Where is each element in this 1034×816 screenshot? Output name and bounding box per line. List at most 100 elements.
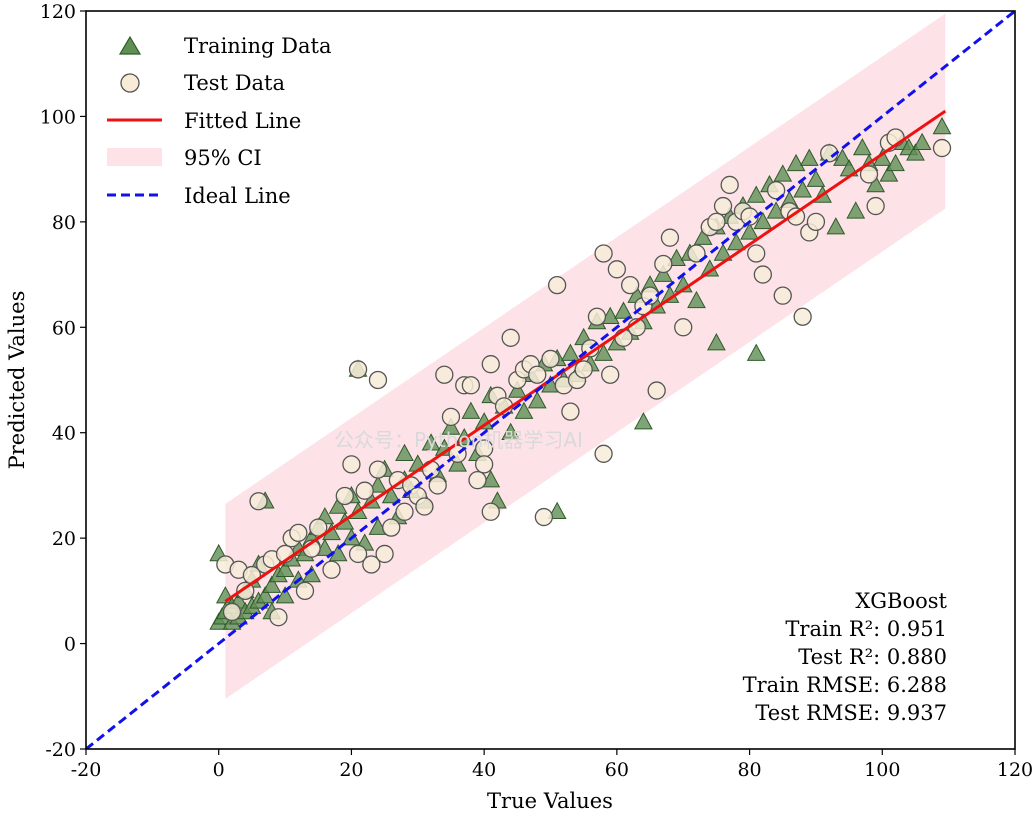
test-point bbox=[753, 265, 772, 284]
y-tick-label: 0 bbox=[64, 634, 76, 656]
test-point bbox=[561, 402, 580, 421]
training-point bbox=[434, 438, 454, 456]
test-point bbox=[222, 602, 242, 622]
training-point bbox=[275, 586, 295, 604]
y-axis-label: Predicted Values bbox=[5, 291, 29, 470]
training-point bbox=[561, 343, 580, 361]
test-point bbox=[786, 207, 806, 226]
test-point bbox=[382, 518, 401, 537]
test-point bbox=[720, 175, 739, 195]
training-point bbox=[634, 412, 653, 430]
training-point bbox=[381, 485, 401, 504]
test-point bbox=[348, 360, 368, 379]
training-point bbox=[753, 211, 773, 230]
test-point bbox=[793, 307, 812, 326]
training-point bbox=[328, 496, 348, 514]
x-tick-label: 0 bbox=[213, 759, 225, 781]
training-point bbox=[826, 217, 846, 235]
training-point bbox=[262, 575, 282, 593]
training-point bbox=[773, 164, 793, 182]
test-point bbox=[528, 365, 547, 384]
test-point bbox=[395, 502, 414, 521]
x-tick-label: -20 bbox=[71, 759, 102, 781]
legend-training-marker-icon bbox=[118, 35, 142, 55]
test-point bbox=[501, 328, 520, 347]
test-point bbox=[859, 165, 879, 184]
test-point bbox=[607, 260, 627, 279]
legend-training-label: Training Data bbox=[184, 34, 331, 58]
test-point bbox=[674, 318, 693, 337]
training-point bbox=[501, 422, 521, 440]
test-point bbox=[481, 502, 500, 521]
y-tick-label: -20 bbox=[45, 739, 76, 761]
training-point bbox=[693, 227, 713, 245]
test-point bbox=[687, 244, 706, 263]
training-point bbox=[441, 417, 461, 435]
training-point bbox=[866, 174, 886, 193]
test-point bbox=[269, 608, 288, 627]
y-tick-label: 20 bbox=[52, 528, 76, 550]
test-point bbox=[574, 360, 593, 379]
training-point bbox=[547, 501, 567, 520]
training-point bbox=[740, 222, 759, 240]
y-tick-label: 120 bbox=[40, 1, 76, 23]
legend-fitted-label: Fitted Line bbox=[184, 109, 301, 133]
test-point bbox=[335, 486, 354, 506]
metrics-test-r2: Test R²: 0.880 bbox=[798, 645, 947, 669]
test-point bbox=[348, 544, 368, 564]
test-point bbox=[441, 407, 461, 427]
y-tick-label: 60 bbox=[52, 317, 76, 339]
legend-test-label: Test Data bbox=[184, 71, 285, 95]
test-point bbox=[713, 196, 733, 216]
test-point bbox=[806, 212, 826, 232]
x-tick-label: 40 bbox=[472, 759, 496, 781]
training-point bbox=[906, 143, 925, 161]
test-point bbox=[594, 244, 613, 263]
test-point bbox=[932, 138, 952, 158]
test-point bbox=[368, 460, 388, 479]
test-point bbox=[587, 307, 607, 326]
test-point bbox=[773, 286, 792, 305]
training-point bbox=[713, 243, 733, 261]
x-tick-label: 60 bbox=[605, 759, 629, 781]
test-point bbox=[368, 370, 388, 390]
training-point bbox=[726, 232, 746, 251]
training-point bbox=[806, 169, 826, 187]
test-point bbox=[547, 275, 567, 295]
test-point bbox=[428, 476, 447, 495]
test-point bbox=[362, 555, 381, 574]
training-point bbox=[687, 290, 706, 309]
training-point bbox=[932, 116, 952, 135]
test-point bbox=[601, 365, 620, 384]
test-point bbox=[295, 581, 315, 601]
axis-ticks-layer: -20 0 20 40 60 80 100 120 -20 0 20 40 60 80 100 120 bbox=[40, 1, 1033, 781]
training-point bbox=[255, 586, 275, 604]
test-point bbox=[620, 275, 640, 295]
legend-ci-swatch-icon bbox=[107, 148, 162, 166]
test-point bbox=[309, 518, 328, 537]
legend-ideal-label: Ideal Line bbox=[184, 184, 291, 208]
ideal-line bbox=[86, 11, 1015, 749]
x-tick-label: 20 bbox=[339, 759, 363, 781]
training-point bbox=[846, 201, 866, 219]
metrics-train-rmse: Train RMSE: 6.288 bbox=[743, 673, 947, 697]
watermark-text: 公众号：Python机器学习AI bbox=[334, 428, 583, 452]
metrics-test-rmse: Test RMSE: 9.937 bbox=[755, 701, 947, 725]
test-point bbox=[355, 481, 374, 500]
test-point bbox=[654, 254, 673, 274]
y-tick-label: 40 bbox=[52, 423, 76, 445]
training-point bbox=[852, 138, 872, 156]
training-point bbox=[275, 559, 295, 578]
training-point bbox=[368, 475, 388, 493]
metrics-model: XGBoost bbox=[855, 589, 947, 613]
test-point bbox=[474, 455, 494, 474]
legend: Training Data Test Data Fitted Line 95% … bbox=[107, 34, 331, 208]
training-point bbox=[395, 443, 414, 462]
y-tick-label: 100 bbox=[40, 106, 76, 128]
test-point bbox=[594, 444, 613, 463]
training-point bbox=[879, 164, 899, 182]
test-point bbox=[707, 212, 726, 232]
x-tick-label: 120 bbox=[997, 759, 1033, 781]
test-point bbox=[375, 544, 394, 564]
training-point bbox=[594, 343, 613, 361]
